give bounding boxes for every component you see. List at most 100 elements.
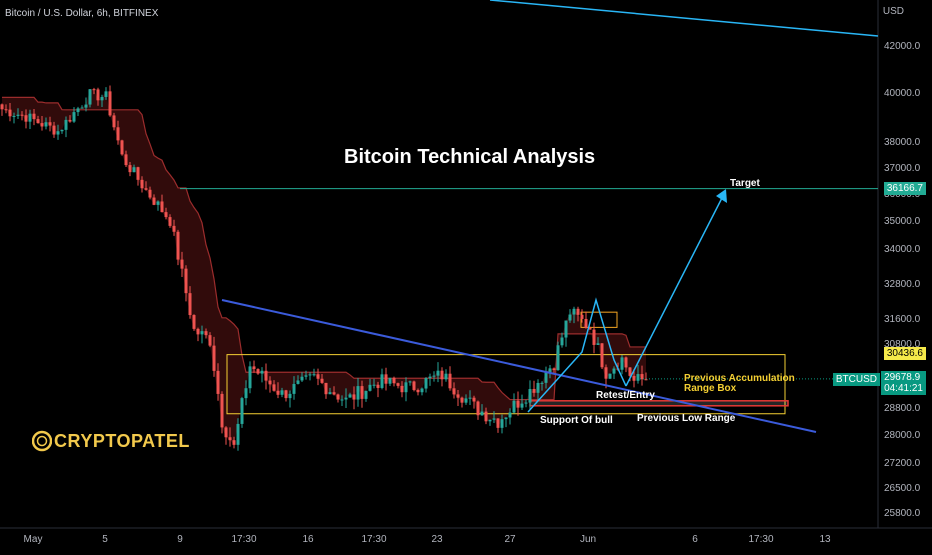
projected-path-line — [527, 297, 627, 413]
candle-body — [628, 367, 632, 376]
candle-body — [408, 381, 412, 383]
support-of-bull-label: Support Of bull — [540, 415, 613, 426]
candle-body — [556, 345, 560, 371]
candle-body — [536, 382, 540, 393]
candle-body — [424, 378, 428, 389]
candle-body — [372, 384, 376, 386]
candle-body — [92, 89, 96, 91]
candle-body — [264, 370, 268, 381]
candle-body — [152, 197, 156, 205]
candle-body — [576, 308, 580, 315]
candle-body — [504, 417, 508, 420]
candle-body — [472, 397, 476, 402]
candle-body — [288, 393, 292, 399]
candle-body — [188, 293, 192, 316]
candle-body — [0, 104, 4, 110]
candle-body — [432, 375, 436, 377]
candle-body — [552, 368, 556, 371]
candle-body — [68, 119, 72, 122]
candle-body — [380, 374, 384, 388]
candle-body — [216, 370, 220, 394]
candle-body — [340, 399, 344, 401]
candle-body — [448, 373, 452, 389]
candle-body — [192, 315, 196, 329]
candle-body — [392, 377, 396, 384]
candle-body — [508, 412, 512, 418]
candle-body — [76, 108, 80, 113]
candle-body — [520, 403, 524, 408]
candle-body — [136, 167, 140, 180]
target-projection-arrow — [625, 193, 725, 387]
candle-body — [636, 374, 640, 381]
candle-body — [604, 367, 608, 379]
candle-body — [280, 390, 284, 395]
candle-body — [496, 418, 500, 428]
candle-body — [124, 154, 128, 166]
candle-body — [352, 394, 356, 400]
retest-entry-band — [529, 400, 789, 407]
candle-body — [276, 390, 280, 395]
candle-body — [596, 343, 600, 345]
target-label: Target — [730, 178, 760, 189]
candle-body — [524, 402, 528, 404]
candle-body — [44, 122, 48, 127]
candle-body — [396, 383, 400, 386]
time-tick-label: Jun — [580, 534, 596, 545]
candle-body — [200, 331, 204, 335]
price-tick-label: 32800.0 — [884, 279, 921, 290]
candle-body — [640, 374, 644, 380]
candle-body — [284, 390, 288, 399]
candle-body — [268, 380, 272, 385]
candle-body — [168, 217, 172, 226]
candle-body — [344, 397, 348, 400]
logo-text: CRYPTOPATEL — [54, 430, 190, 451]
price-tick-label: 30800.0 — [884, 339, 921, 350]
time-tick-label: May — [24, 534, 43, 545]
price-tick-label: 37000.0 — [884, 163, 921, 174]
candle-body — [292, 383, 296, 394]
candle-body — [40, 123, 44, 127]
candle-body — [204, 331, 208, 336]
accumulation-range-box — [226, 354, 786, 415]
candle-body — [184, 268, 188, 294]
previous-low-range-label: Previous Low Range — [637, 413, 736, 424]
time-tick-label: 5 — [102, 534, 108, 545]
bitcoin-coin-icon — [32, 430, 52, 452]
candle-body — [460, 397, 464, 403]
candle-body — [452, 388, 456, 395]
candle-body — [360, 386, 364, 399]
candle-body — [132, 167, 136, 173]
descending-trendline — [221, 299, 817, 433]
candle-body — [488, 419, 492, 422]
accumulation-label-line2: Range Box — [684, 383, 737, 394]
candle-body — [112, 115, 116, 128]
time-tick-label: 27 — [504, 534, 516, 545]
candle-body — [220, 393, 224, 428]
price-tick-label: 26500.0 — [884, 483, 921, 494]
price-tick-label: 28800.0 — [884, 403, 921, 414]
candle-body — [4, 109, 8, 111]
time-tick-label: 17:30 — [361, 534, 386, 545]
candle-body — [176, 231, 180, 260]
candle-body — [180, 259, 184, 269]
candle-body — [320, 378, 324, 383]
candle-body — [608, 373, 612, 379]
candle-body — [212, 345, 216, 371]
candle-body — [244, 388, 248, 399]
candle-body — [52, 125, 56, 135]
candle-body — [412, 381, 416, 390]
candle-body — [476, 401, 480, 416]
bar-countdown: 04:41:21 — [884, 383, 923, 394]
candle-body — [612, 368, 616, 374]
time-tick-label: 6 — [692, 534, 698, 545]
candle-body — [208, 335, 212, 346]
range-top-price-tag: 30436.6 — [883, 347, 926, 360]
candle-body — [468, 397, 472, 399]
candle-body — [624, 357, 628, 368]
candle-body — [196, 328, 200, 335]
candle-body — [252, 366, 256, 370]
candle-body — [580, 314, 584, 319]
candle-body — [60, 129, 64, 132]
